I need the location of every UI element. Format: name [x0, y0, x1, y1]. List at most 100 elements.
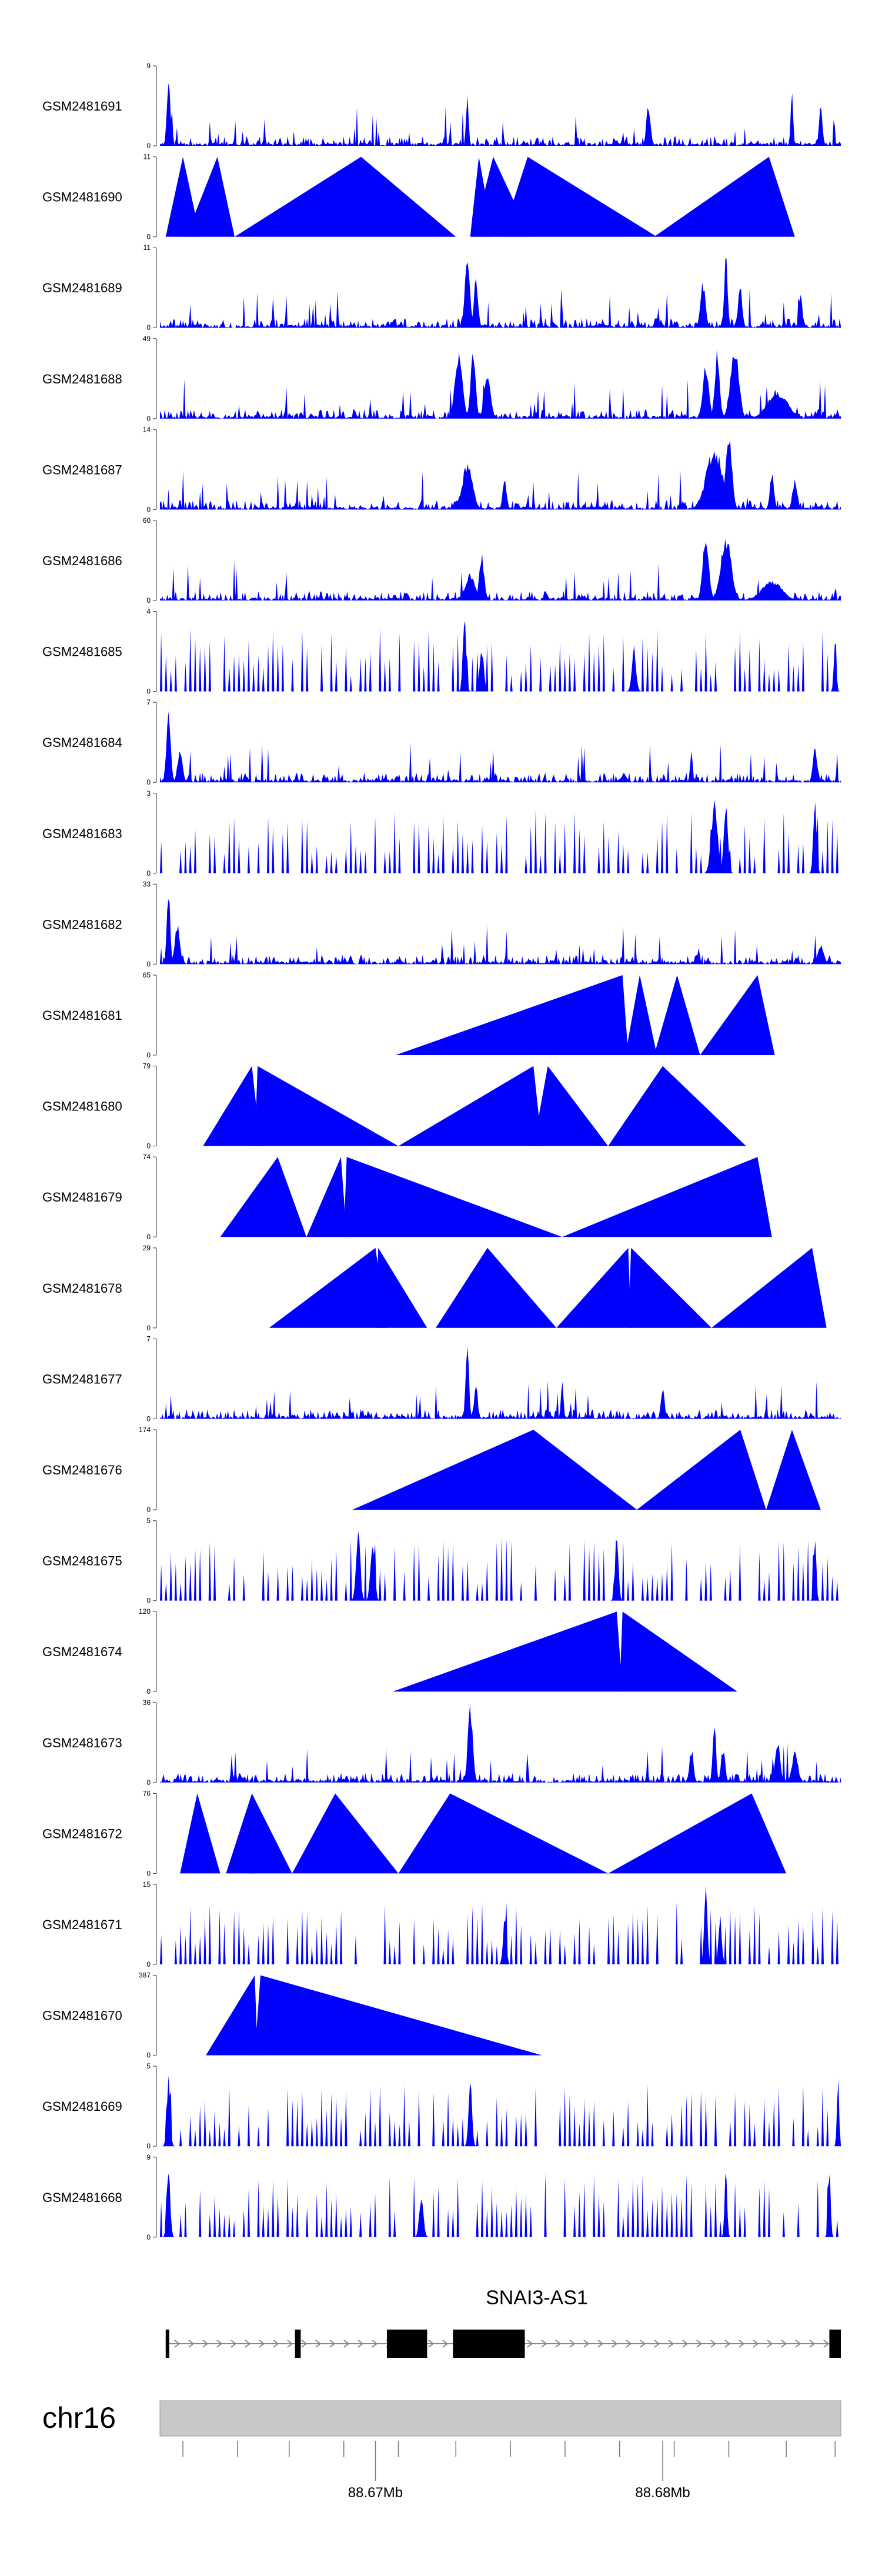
y-zero-label: 0	[146, 1687, 151, 1696]
signal-area	[502, 156, 657, 237]
signal-area	[292, 1793, 399, 1874]
y-max-label: 174	[139, 1426, 151, 1434]
exon	[453, 2330, 525, 2358]
signal-area	[160, 1347, 841, 1419]
track-label: GSM2481671	[42, 1917, 122, 1932]
y-max-label: 79	[143, 1062, 151, 1070]
track-GSM2481677: GSM2481677 7 0	[42, 1334, 841, 1423]
major-tick-label: 88.67Mb	[348, 2485, 403, 2501]
y-max-label: 36	[143, 1699, 151, 1707]
strand-arrow	[442, 2340, 449, 2348]
y-zero-label: 0	[146, 415, 151, 423]
strand-arrow	[372, 2340, 378, 2348]
y-zero-label: 0	[146, 1506, 151, 1514]
strand-arrow	[781, 2340, 787, 2348]
y-zero-label: 0	[146, 1869, 151, 1877]
y-max-label: 11	[143, 153, 151, 161]
signal-area	[533, 1066, 609, 1146]
track-GSM2481690: GSM2481690 11 0	[42, 153, 795, 241]
signal-area	[608, 1066, 746, 1146]
y-zero-label: 0	[146, 778, 151, 786]
signal-area	[160, 83, 841, 146]
signal-area	[220, 1157, 307, 1237]
strand-arrow	[555, 2340, 562, 2348]
signal-area	[392, 1611, 623, 1692]
strand-arrow	[753, 2340, 759, 2348]
strand-arrow	[809, 2340, 816, 2348]
y-zero-label: 0	[146, 2233, 151, 2241]
signal-area	[654, 156, 795, 237]
track-GSM2481673: GSM2481673 36 0	[42, 1699, 841, 1787]
signal-area	[206, 1975, 258, 2056]
y-max-label: 7	[146, 1334, 151, 1343]
strand-arrow	[654, 2340, 660, 2348]
y-zero-label: 0	[146, 960, 151, 968]
track-label: GSM2481690	[42, 190, 122, 205]
signal-area	[766, 1430, 821, 1510]
y-zero-label: 0	[146, 1051, 151, 1059]
y-max-label: 5	[146, 1517, 151, 1525]
track-label: GSM2481672	[42, 1826, 122, 1841]
signal-area	[186, 156, 235, 237]
y-max-label: 15	[143, 1880, 151, 1888]
track-GSM2481672: GSM2481672 76 0	[42, 1789, 787, 1877]
track-GSM2481669: GSM2481669 5 0	[42, 2062, 841, 2150]
signal-area	[160, 2076, 841, 2147]
strand-arrow	[710, 2340, 717, 2348]
signal-area	[637, 1430, 766, 1510]
signal-area	[625, 975, 657, 1055]
track-label: GSM2481689	[42, 281, 122, 295]
signal-area	[160, 899, 841, 965]
signal-area	[375, 1247, 427, 1328]
track-GSM2481670: GSM2481670 387 0	[42, 1971, 542, 2060]
exon	[387, 2330, 427, 2358]
strand-arrow	[301, 2340, 308, 2348]
track-label: GSM2481674	[42, 1644, 122, 1659]
signal-area	[395, 975, 629, 1055]
signal-area	[160, 620, 841, 692]
track-label: GSM2481683	[42, 826, 122, 841]
strand-arrow	[696, 2340, 703, 2348]
exon	[295, 2330, 301, 2358]
track-GSM2481688: GSM2481688 49 0	[42, 335, 841, 423]
y-zero-label: 0	[146, 142, 151, 150]
track-GSM2481686: GSM2481686 60 0	[42, 516, 841, 605]
strand-arrow	[245, 2340, 251, 2348]
signal-area	[160, 799, 841, 873]
signal-area	[436, 1247, 557, 1328]
y-max-label: 4	[146, 608, 151, 616]
signal-area	[160, 1885, 841, 1964]
strand-arrow	[287, 2340, 293, 2348]
strand-arrow	[216, 2340, 223, 2348]
strand-arrow	[682, 2340, 689, 2348]
track-label: GSM2481688	[42, 372, 122, 386]
strand-arrow	[767, 2340, 773, 2348]
signal-area	[203, 1066, 260, 1146]
y-max-label: 74	[143, 1153, 151, 1161]
y-max-label: 76	[143, 1789, 151, 1797]
track-label: GSM2481677	[42, 1372, 122, 1386]
signal-area	[398, 1066, 542, 1146]
track-label: GSM2481682	[42, 917, 122, 932]
chromosome-label: chr16	[42, 2401, 116, 2434]
track-label: GSM2481678	[42, 1281, 122, 1296]
signal-area	[343, 1157, 563, 1237]
gene-label: SNAI3-AS1	[486, 2287, 588, 2309]
strand-arrow	[569, 2340, 576, 2348]
signal-area	[160, 440, 841, 510]
y-max-label: 33	[143, 880, 151, 888]
y-max-label: 11	[143, 243, 151, 252]
strand-arrow	[315, 2340, 322, 2348]
strand-arrow	[202, 2340, 209, 2348]
strand-arrow	[739, 2340, 745, 2348]
y-max-label: 7	[146, 698, 151, 706]
signal-area	[165, 156, 201, 237]
signal-area	[226, 1793, 255, 1874]
y-zero-label: 0	[146, 869, 151, 877]
strand-arrow	[724, 2340, 731, 2348]
strand-arrow	[668, 2340, 674, 2348]
signal-area	[654, 975, 700, 1055]
track-label: GSM2481675	[42, 1554, 122, 1569]
signal-area	[249, 1793, 292, 1874]
chromosome-axis: 88.67Mb 88.68Mb	[182, 2441, 836, 2501]
